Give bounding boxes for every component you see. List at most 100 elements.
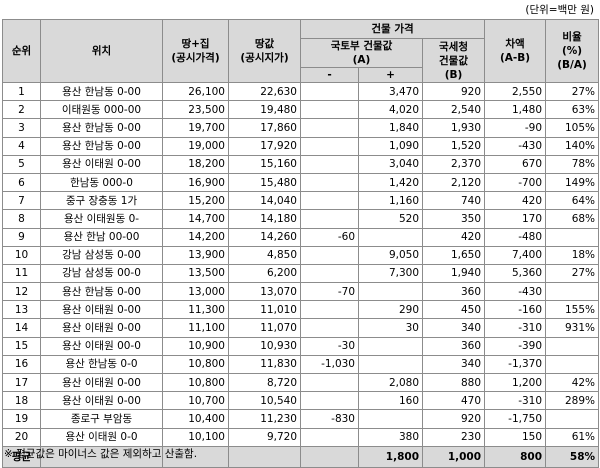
cell-location: 용산 이태원 0-00 (40, 372, 163, 393)
table-row: 5 용산 이태원 0-00 18,200 15,160 3,040 2,370 670 78% (2, 154, 600, 174)
cell-plus (358, 336, 423, 356)
cell-ratio: 27% (545, 263, 600, 284)
cell-diff: -430 (484, 282, 547, 302)
header-land: 땅값 (공시지가) (228, 19, 301, 83)
cell-ratio: 289% (545, 391, 600, 411)
cell-minus: -30 (300, 336, 359, 356)
cell-nts: 2,540 (421, 100, 486, 120)
cell-total: 13,500 (162, 263, 229, 284)
cell-diff: 150 (484, 427, 547, 447)
cell-land: 15,160 (228, 154, 301, 174)
average-land (228, 445, 301, 468)
cell-plus: 290 (358, 300, 423, 320)
cell-location: 용산 한남 00-00 (40, 227, 163, 247)
cell-land: 11,230 (228, 409, 301, 429)
cell-rank: 5 (2, 154, 41, 174)
cell-diff: -310 (484, 318, 547, 338)
cell-plus: 4,020 (358, 100, 423, 120)
cell-rank: 19 (2, 409, 41, 429)
cell-ratio: 149% (545, 172, 600, 193)
cell-location: 용산 한남동 0-00 (40, 282, 163, 302)
cell-location: 용산 이태원 0-00 (40, 300, 163, 320)
table-body: 1 용산 한남동 0-00 26,100 22,630 3,470 920 2,550 27%… (2, 81, 600, 447)
cell-land: 10,930 (228, 336, 301, 356)
cell-diff: 170 (484, 209, 547, 229)
cell-diff: -310 (484, 391, 547, 411)
cell-diff: -480 (484, 227, 547, 247)
property-price-table: 순위 위치 땅+집 (공시가격) 땅값 (공시지가) 건물 가격 차액 (A-B… (2, 19, 600, 468)
cell-nts: 1,930 (421, 118, 486, 138)
cell-ratio: 105% (545, 118, 600, 138)
cell-total: 13,900 (162, 245, 229, 265)
table-row: 16 용산 한남동 0-0 10,800 11,830 -1,030 340 -1,370 (2, 354, 600, 375)
cell-nts: 1,650 (421, 245, 486, 265)
cell-ratio (545, 227, 600, 247)
average-minus (300, 445, 359, 468)
cell-plus: 30 (358, 318, 423, 338)
cell-total: 14,200 (162, 227, 229, 247)
cell-minus (300, 263, 359, 284)
cell-rank: 15 (2, 336, 41, 356)
cell-rank: 2 (2, 100, 41, 120)
table-row: 17 용산 이태원 0-00 10,800 8,720 2,080 880 1,200 42% (2, 372, 600, 393)
cell-plus: 520 (358, 209, 423, 229)
cell-rank: 14 (2, 318, 41, 338)
cell-total: 14,700 (162, 209, 229, 229)
cell-land: 11,830 (228, 354, 301, 375)
cell-diff: 5,360 (484, 263, 547, 284)
cell-minus (300, 209, 359, 229)
header-land-building: 땅+집 (공시가격) (162, 19, 229, 83)
cell-land: 22,630 (228, 81, 301, 102)
header-diff: 차액 (A-B) (484, 19, 547, 83)
average-location (40, 445, 163, 468)
cell-location: 용산 한남동 0-00 (40, 136, 163, 156)
cell-nts: 350 (421, 209, 486, 229)
cell-rank: 6 (2, 172, 41, 193)
cell-land: 17,860 (228, 118, 301, 138)
cell-location: 용산 이태원동 0- (40, 209, 163, 229)
table-row: 3 용산 한남동 0-00 19,700 17,860 1,840 1,930 -90 105… (2, 118, 600, 138)
cell-location: 중구 장충동 1가 (40, 191, 163, 211)
cell-minus (300, 372, 359, 393)
table-row: 9 용산 한남 00-00 14,200 14,260 -60 420 -480 (2, 227, 600, 247)
cell-plus (358, 354, 423, 375)
cell-ratio: 63% (545, 100, 600, 120)
cell-plus: 1,420 (358, 172, 423, 193)
cell-nts: 340 (421, 318, 486, 338)
cell-rank: 7 (2, 191, 41, 211)
cell-rank: 16 (2, 354, 41, 375)
cell-plus: 1,160 (358, 191, 423, 211)
cell-land: 14,260 (228, 227, 301, 247)
header-building-price: 건물 가격 (299, 19, 486, 39)
cell-ratio (545, 409, 600, 429)
table-row: 10 강남 삼성동 0-00 13,900 4,850 9,050 1,650 7,400 1… (2, 245, 600, 265)
cell-ratio: 42% (545, 372, 600, 393)
cell-nts: 740 (421, 191, 486, 211)
average-plus: 1,800 (358, 445, 423, 468)
cell-total: 10,100 (162, 427, 229, 447)
cell-rank: 10 (2, 245, 41, 265)
cell-rank: 4 (2, 136, 41, 156)
cell-diff: -390 (484, 336, 547, 356)
header-minus: - (300, 67, 359, 83)
cell-nts: 360 (421, 336, 486, 356)
cell-minus (300, 318, 359, 338)
footnote: ※ 평균값은 마이너스 값은 제외하고 산출함. (4, 448, 198, 460)
table-row: 7 중구 장충동 1가 15,200 14,040 1,160 740 420 64% (2, 191, 600, 211)
cell-nts: 1,940 (421, 263, 486, 284)
cell-total: 10,700 (162, 391, 229, 411)
cell-land: 14,180 (228, 209, 301, 229)
cell-ratio (545, 354, 600, 375)
cell-minus (300, 191, 359, 211)
cell-nts: 360 (421, 282, 486, 302)
average-ratio: 58% (545, 445, 600, 468)
cell-total: 16,900 (162, 172, 229, 193)
cell-land: 9,720 (228, 427, 301, 447)
cell-plus: 7,300 (358, 263, 423, 284)
cell-nts: 920 (421, 81, 486, 102)
table-row: 12 용산 한남동 0-00 13,000 13,070 -70 360 -430 (2, 282, 600, 302)
cell-location: 강남 삼성동 00-0 (40, 263, 163, 284)
cell-total: 23,500 (162, 100, 229, 120)
cell-diff: 2,550 (484, 81, 547, 102)
cell-minus: -60 (300, 227, 359, 247)
